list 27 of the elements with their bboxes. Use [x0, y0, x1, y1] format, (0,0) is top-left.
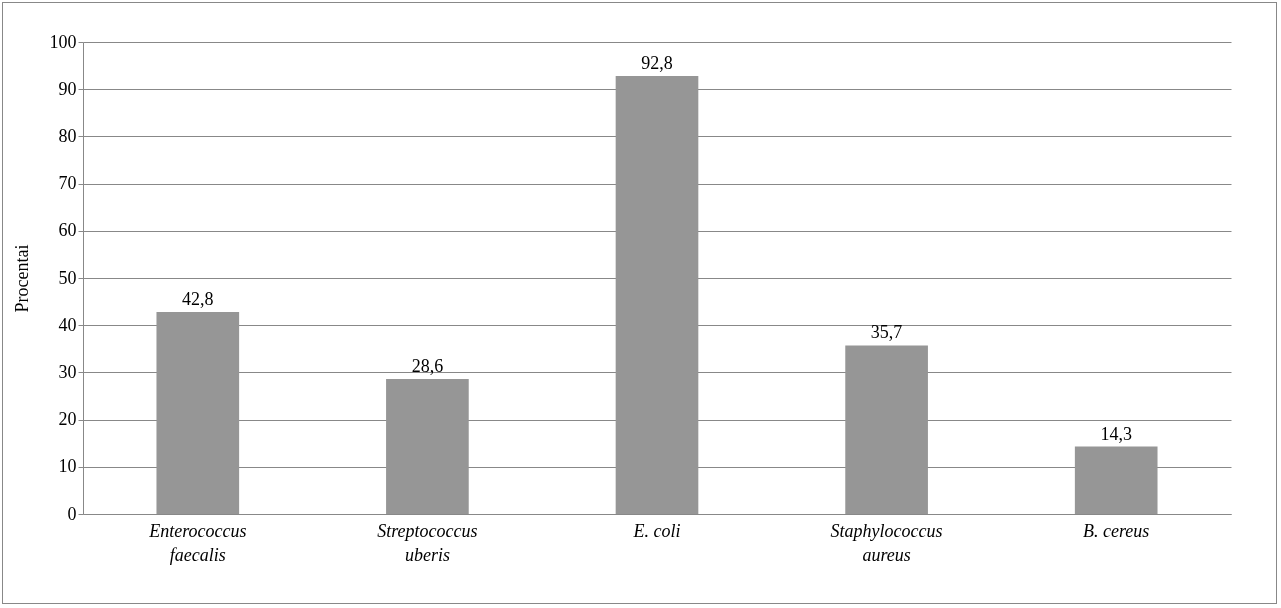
bar — [1074, 446, 1158, 514]
bar — [615, 75, 699, 514]
y-tick-label: 70 — [58, 173, 77, 194]
y-axis-title: Procentai — [11, 244, 32, 313]
y-tick-label: 40 — [58, 314, 77, 335]
y-tick-label: 80 — [58, 125, 77, 146]
data-label: 14,3 — [1100, 423, 1132, 444]
bar — [156, 311, 240, 514]
y-tick-label: 10 — [58, 456, 77, 477]
data-label: 42,8 — [182, 288, 214, 309]
data-label: 35,7 — [870, 322, 903, 343]
y-tick-label: 90 — [58, 78, 77, 99]
y-tick-label: 20 — [58, 409, 77, 430]
y-tick-label: 50 — [58, 267, 77, 288]
data-label: 28,6 — [411, 356, 444, 377]
x-tick-label: B. cereus — [1083, 520, 1150, 541]
x-tick-label: Streptococcus uberis — [377, 520, 478, 565]
y-tick-label: 0 — [67, 503, 77, 524]
bar — [845, 345, 928, 514]
x-tick-label: Enterococcus faecalis — [148, 520, 247, 565]
data-label: 92,8 — [641, 52, 673, 73]
y-tick-label: 30 — [58, 361, 77, 382]
x-tick-label: E. coli — [632, 520, 681, 541]
x-tick-label: Staphylococcus aureus — [830, 520, 943, 565]
bar — [386, 379, 469, 514]
y-tick-label: 60 — [58, 220, 77, 241]
y-tick-label: 100 — [49, 31, 77, 52]
